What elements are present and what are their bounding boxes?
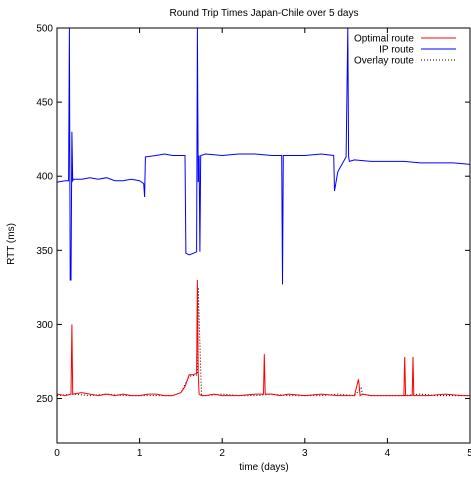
x-tick-label: 2 xyxy=(219,448,225,459)
legend-label: Overlay route xyxy=(354,56,414,67)
series-layer xyxy=(57,28,470,397)
y-tick-label: 250 xyxy=(36,394,53,405)
chart-title: Round Trip Times Japan-Chile over 5 days xyxy=(170,8,359,19)
x-tick-label: 5 xyxy=(467,448,471,459)
ticks-layer: 0 1 2 3 4 5 250 300 350 400 450 500 xyxy=(36,24,471,460)
y-tick-label: 300 xyxy=(36,320,53,331)
y-tick-label: 450 xyxy=(36,98,53,109)
x-tick-label: 3 xyxy=(302,448,308,459)
y-tick-label: 350 xyxy=(36,246,53,257)
x-tick-label: 4 xyxy=(385,448,391,459)
series-line-optimal-route xyxy=(57,279,470,397)
y-tick-label: 500 xyxy=(36,24,53,35)
y-axis-title: RTT (ms) xyxy=(6,223,17,265)
x-tick-label: 0 xyxy=(54,448,60,459)
x-tick-label: 1 xyxy=(137,448,143,459)
plot-frame xyxy=(56,27,471,444)
legend-label: IP route xyxy=(379,45,414,56)
x-axis-title: time (days) xyxy=(239,462,288,473)
series-line-ip-route xyxy=(57,28,470,285)
y-tick-label: 400 xyxy=(36,172,53,183)
legend-label: Optimal route xyxy=(354,34,414,45)
